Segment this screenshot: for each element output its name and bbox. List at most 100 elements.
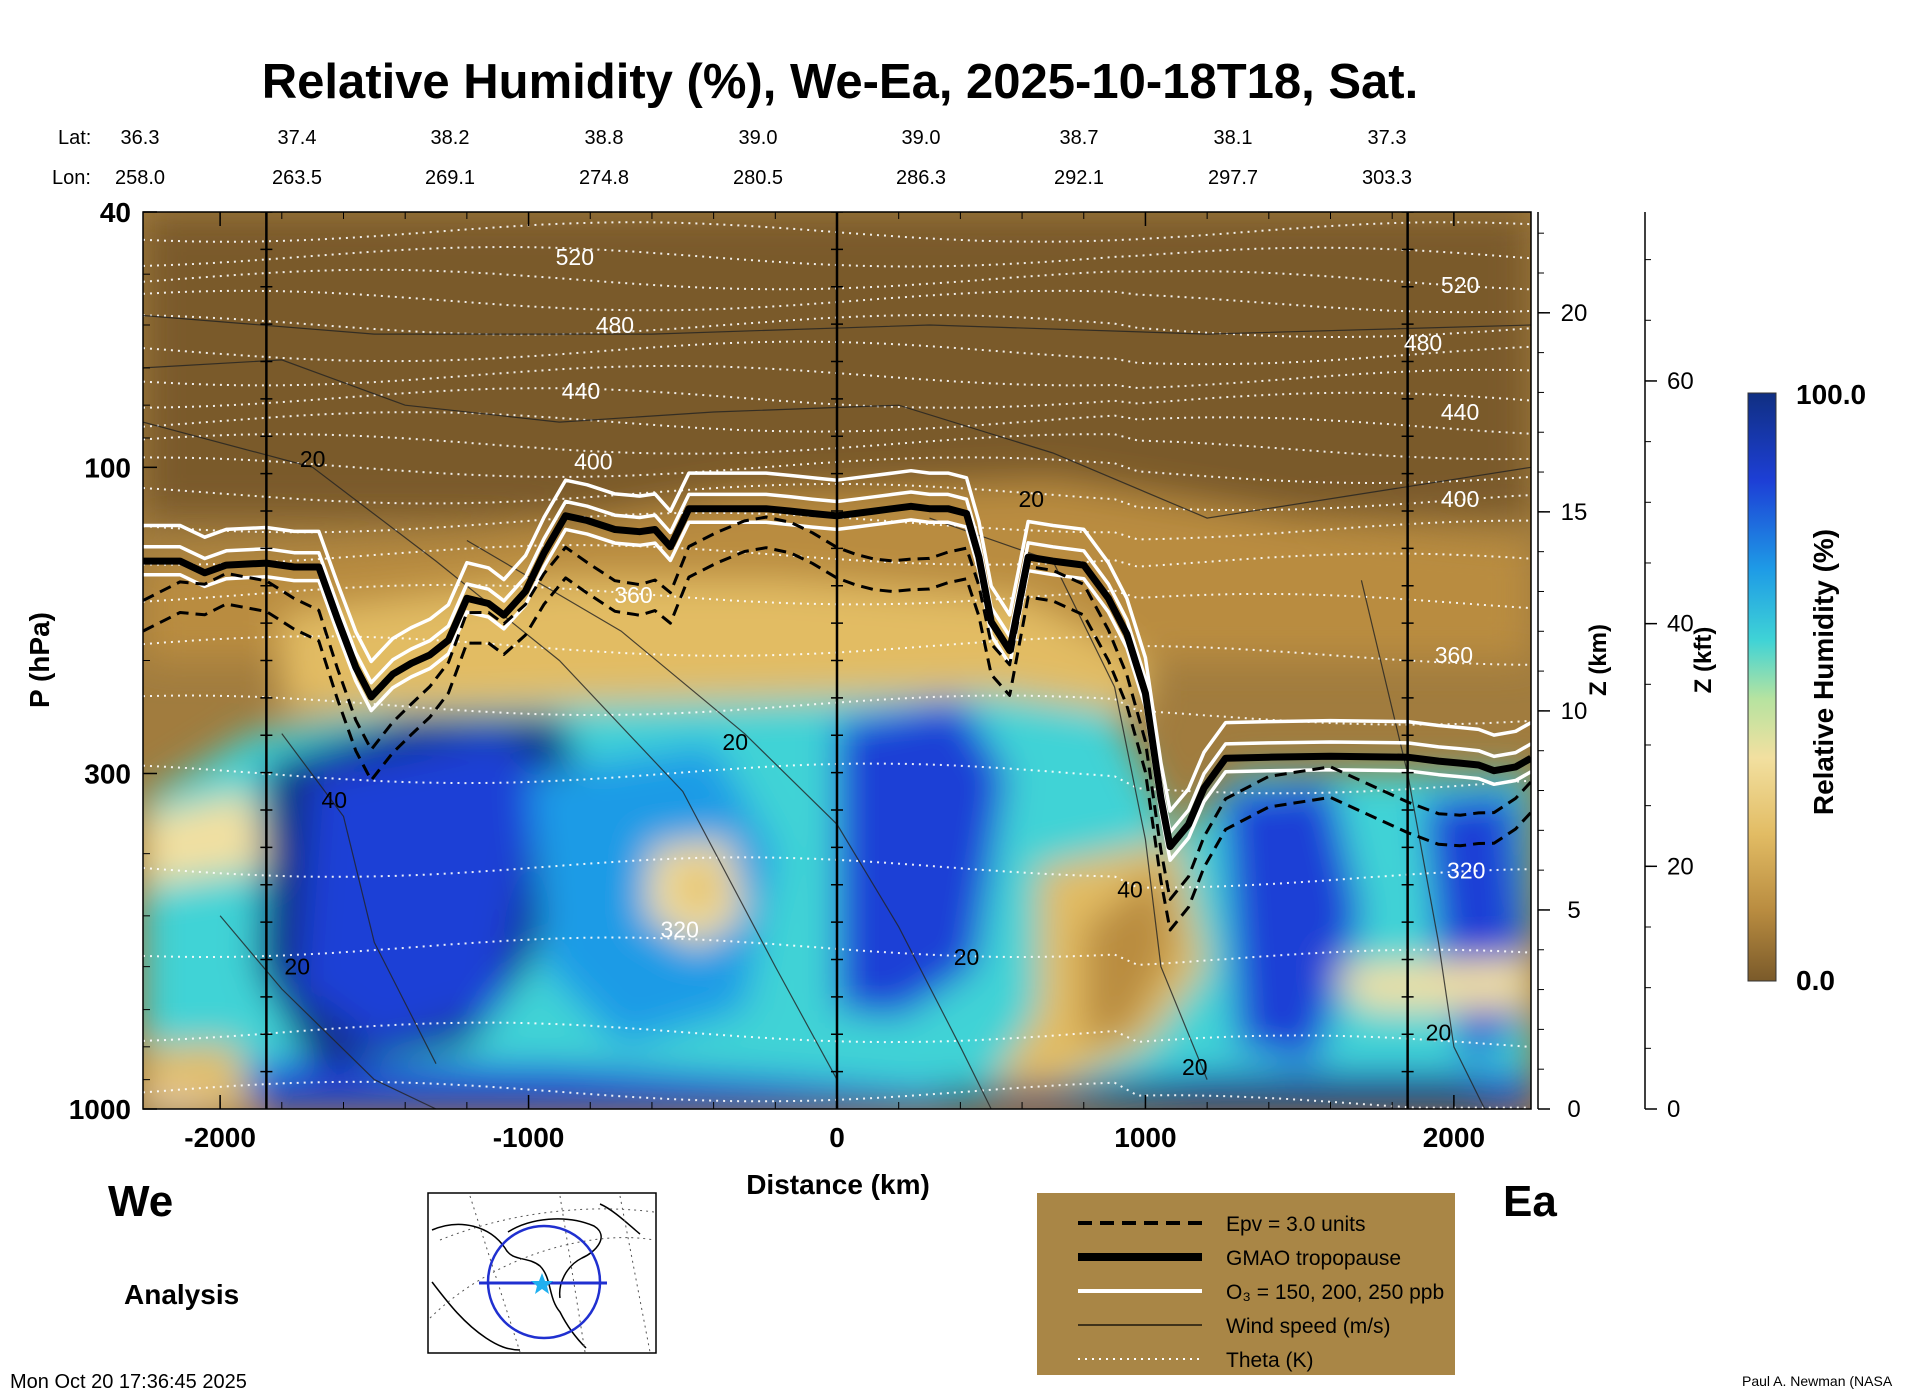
theta-labels: 520 520 480 480 440 440 400 400 360 360 320 320 bbox=[556, 244, 1486, 942]
lat-value: 38.7 bbox=[1060, 127, 1099, 149]
theta-label: 320 bbox=[661, 916, 699, 942]
humidity-region bbox=[1330, 957, 1531, 1010]
wind-speed-contour bbox=[143, 421, 838, 1080]
lat-value: 38.8 bbox=[585, 127, 624, 149]
wind-speed-label: 20 bbox=[284, 954, 310, 980]
wind-speed-label: 40 bbox=[1117, 877, 1143, 903]
z-kft-axis-label: Z (kft) bbox=[1690, 627, 1717, 694]
locator-map-center-star bbox=[531, 1273, 553, 1294]
theta-contour bbox=[143, 456, 1531, 485]
wind-speed-label: 20 bbox=[954, 944, 980, 970]
humidity-region bbox=[143, 1043, 251, 1109]
humidity-missing-region bbox=[143, 1097, 236, 1109]
theta-label: 440 bbox=[562, 378, 600, 404]
theta-label: 360 bbox=[614, 582, 652, 608]
wind-speed-contours bbox=[143, 314, 1531, 1109]
humidity-region bbox=[143, 791, 267, 887]
wind-speed-label: 20 bbox=[722, 729, 748, 755]
theta-contour bbox=[143, 762, 1531, 795]
epv-contour bbox=[143, 546, 1531, 932]
x-tick-label: -1000 bbox=[493, 1122, 565, 1153]
legend-label: O₃ = 150, 200, 250 ppb bbox=[1226, 1281, 1444, 1304]
lat-value: 39.0 bbox=[902, 127, 941, 149]
humidity-region bbox=[676, 863, 720, 916]
x-axis: -2000 -1000 0 1000 2000 bbox=[184, 212, 1485, 1153]
product-label: Analysis bbox=[124, 1279, 239, 1310]
wind-speed-contour bbox=[1360, 580, 1486, 1109]
theta-contour bbox=[143, 387, 1531, 409]
z-kft-axis: 0 20 40 60 bbox=[1644, 212, 1694, 1123]
z-kft-tick-label: 20 bbox=[1667, 853, 1694, 880]
ozone-contour bbox=[143, 490, 1531, 835]
wind-speed-label: 20 bbox=[1019, 486, 1045, 512]
lon-value: 297.7 bbox=[1208, 167, 1258, 189]
z-km-tick-label: 20 bbox=[1561, 300, 1588, 327]
lon-value: 263.5 bbox=[272, 167, 322, 189]
locator-map-coastline bbox=[431, 1203, 641, 1351]
colorbar-title: Relative Humidity (%) bbox=[1808, 529, 1839, 815]
theta-label: 480 bbox=[596, 312, 634, 338]
theta-contour bbox=[143, 482, 1531, 512]
chart-title: Relative Humidity (%), We-Ea, 2025-10-18… bbox=[262, 55, 1418, 109]
theta-label: 520 bbox=[1441, 272, 1479, 298]
z-kft-tick-label: 40 bbox=[1667, 611, 1694, 638]
lon-value: 286.3 bbox=[896, 167, 946, 189]
theta-label: 360 bbox=[1435, 642, 1473, 668]
z-km-tick-label: 10 bbox=[1561, 698, 1588, 725]
east-end-label: Ea bbox=[1503, 1177, 1557, 1226]
z-km-axis-label: Z (km) bbox=[1585, 624, 1612, 696]
x-tick-label: -2000 bbox=[184, 1122, 256, 1153]
wind-speed-label: 20 bbox=[1426, 1020, 1452, 1046]
y-tick-label: 1000 bbox=[69, 1094, 131, 1125]
lat-value: 37.3 bbox=[1368, 127, 1407, 149]
z-km-tick-label: 0 bbox=[1567, 1096, 1580, 1123]
legend-label: GMAO tropopause bbox=[1226, 1247, 1401, 1270]
humidity-region bbox=[929, 1079, 1516, 1109]
epv-contour bbox=[143, 515, 1531, 901]
theta-label: 520 bbox=[556, 244, 594, 270]
lat-value: 36.3 bbox=[121, 127, 160, 149]
lon-value: 274.8 bbox=[579, 167, 629, 189]
y-axis-label: P (hPa) bbox=[24, 612, 55, 708]
colorbar-min-label: 0.0 bbox=[1796, 965, 1835, 996]
humidity-region bbox=[297, 733, 544, 1047]
theta-contour bbox=[143, 1021, 1531, 1048]
wind-speed-contour bbox=[143, 359, 1531, 519]
theta-contour bbox=[143, 411, 1531, 435]
ozone-contours bbox=[143, 468, 1531, 862]
lat-value: 38.2 bbox=[431, 127, 470, 149]
colorbar-gradient bbox=[1747, 392, 1777, 982]
lon-value: 292.1 bbox=[1054, 167, 1104, 189]
west-end-label: We bbox=[108, 1177, 173, 1226]
gmao-tropopause-line bbox=[143, 502, 1531, 851]
legend-label: Epv = 3.0 units bbox=[1226, 1213, 1366, 1236]
wind-speed-label: 20 bbox=[300, 446, 326, 472]
y-tick-label: 40 bbox=[100, 197, 131, 228]
z-km-axis: 0 5 10 15 20 bbox=[1537, 212, 1588, 1123]
z-km-tick-label: 15 bbox=[1561, 499, 1588, 526]
y-tick-label: 300 bbox=[84, 758, 131, 789]
lon-value: 258.0 bbox=[115, 167, 165, 189]
wind-speed-contour bbox=[219, 915, 437, 1109]
lat-lon-header: Lat: Lon: 36.3 37.4 38.2 38.8 39.0 39.0 38.7 38… bbox=[52, 127, 1412, 189]
epv-contours bbox=[143, 515, 1531, 932]
theta-contour bbox=[143, 544, 1531, 568]
lon-row-label: Lon: bbox=[52, 167, 91, 189]
legend-label: Wind speed (m/s) bbox=[1226, 1315, 1391, 1338]
credit: Paul A. Newman (NASA bbox=[1742, 1373, 1893, 1389]
ozone-contour bbox=[143, 518, 1531, 862]
humidity-region bbox=[1083, 867, 1177, 1047]
z-km-tick-label: 5 bbox=[1567, 897, 1580, 924]
locator-map bbox=[427, 1192, 657, 1354]
y-tick-label: 100 bbox=[84, 452, 131, 483]
y-axis: 40 100 300 1000 bbox=[69, 197, 157, 1125]
lat-value: 38.1 bbox=[1214, 127, 1253, 149]
wind-speed-contour bbox=[281, 733, 437, 1064]
x-tick-label: 2000 bbox=[1423, 1122, 1485, 1153]
humidity-region bbox=[837, 699, 1007, 1018]
wind-speed-contour bbox=[143, 314, 1531, 335]
locator-map-graticule bbox=[429, 1195, 655, 1353]
theta-label: 440 bbox=[1441, 399, 1479, 425]
